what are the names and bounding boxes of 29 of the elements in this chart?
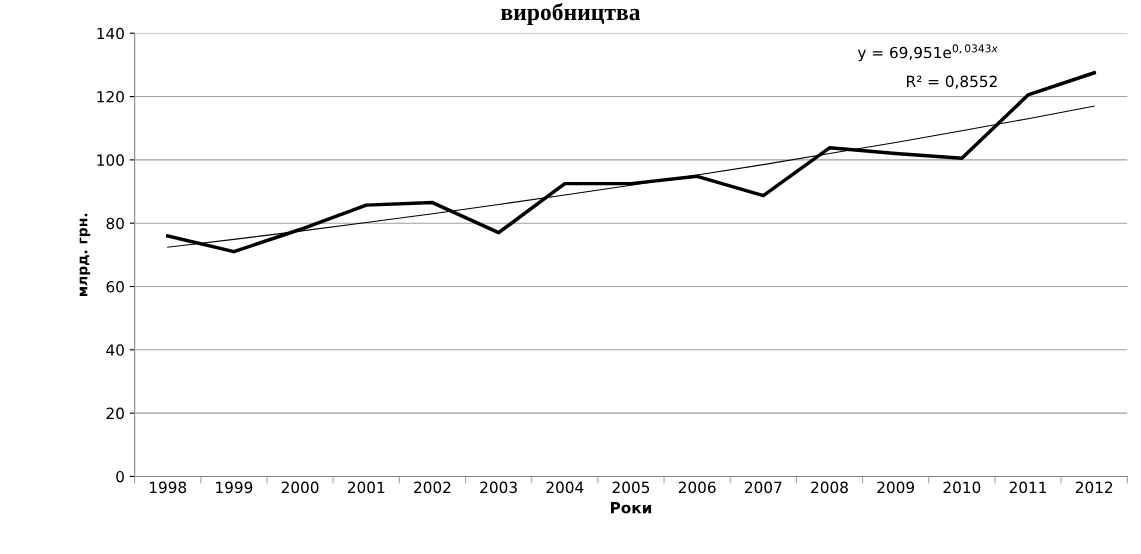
y-tick-label: 140 [97, 27, 124, 40]
x-tick-label: 2006 [678, 481, 716, 494]
y-tick-label: 40 [106, 344, 124, 356]
chart-title: виробництва [501, 3, 641, 25]
x-tick-label: 2012 [1075, 481, 1113, 494]
x-axis-title: Роки [610, 502, 652, 514]
x-tick-label: 2011 [1009, 481, 1047, 494]
x-tick-label: 2002 [414, 481, 451, 494]
x-tick-label: 2008 [811, 481, 848, 494]
y-tick-label: 60 [106, 280, 124, 293]
x-tick-label: 2004 [546, 481, 584, 494]
x-tick-label: 2001 [347, 481, 385, 494]
x-tick-label: 2003 [480, 481, 517, 494]
x-tick-label: 2009 [877, 481, 915, 494]
x-tick-label: 1999 [216, 481, 253, 494]
y-axis-title: млрд. грн. [79, 213, 91, 297]
y-tick-label: 100 [97, 154, 124, 166]
y-tick-label: 0 [116, 470, 124, 483]
x-tick-label: 2007 [745, 481, 782, 494]
line-series [165, 71, 1096, 254]
x-tick-label: 1998 [149, 481, 187, 494]
x-tick-label: 2010 [943, 481, 981, 494]
y-tick-label: 80 [106, 217, 124, 230]
annotation: R² = 0,8552 [907, 75, 997, 89]
x-tick-label: 2000 [281, 481, 319, 494]
annotation: y = 69,951e$^{0,0343x}$ [857, 44, 998, 62]
y-tick-label: 120 [97, 91, 124, 103]
y-tick-label: 20 [106, 407, 124, 420]
x-tick-label: 2005 [612, 481, 650, 494]
